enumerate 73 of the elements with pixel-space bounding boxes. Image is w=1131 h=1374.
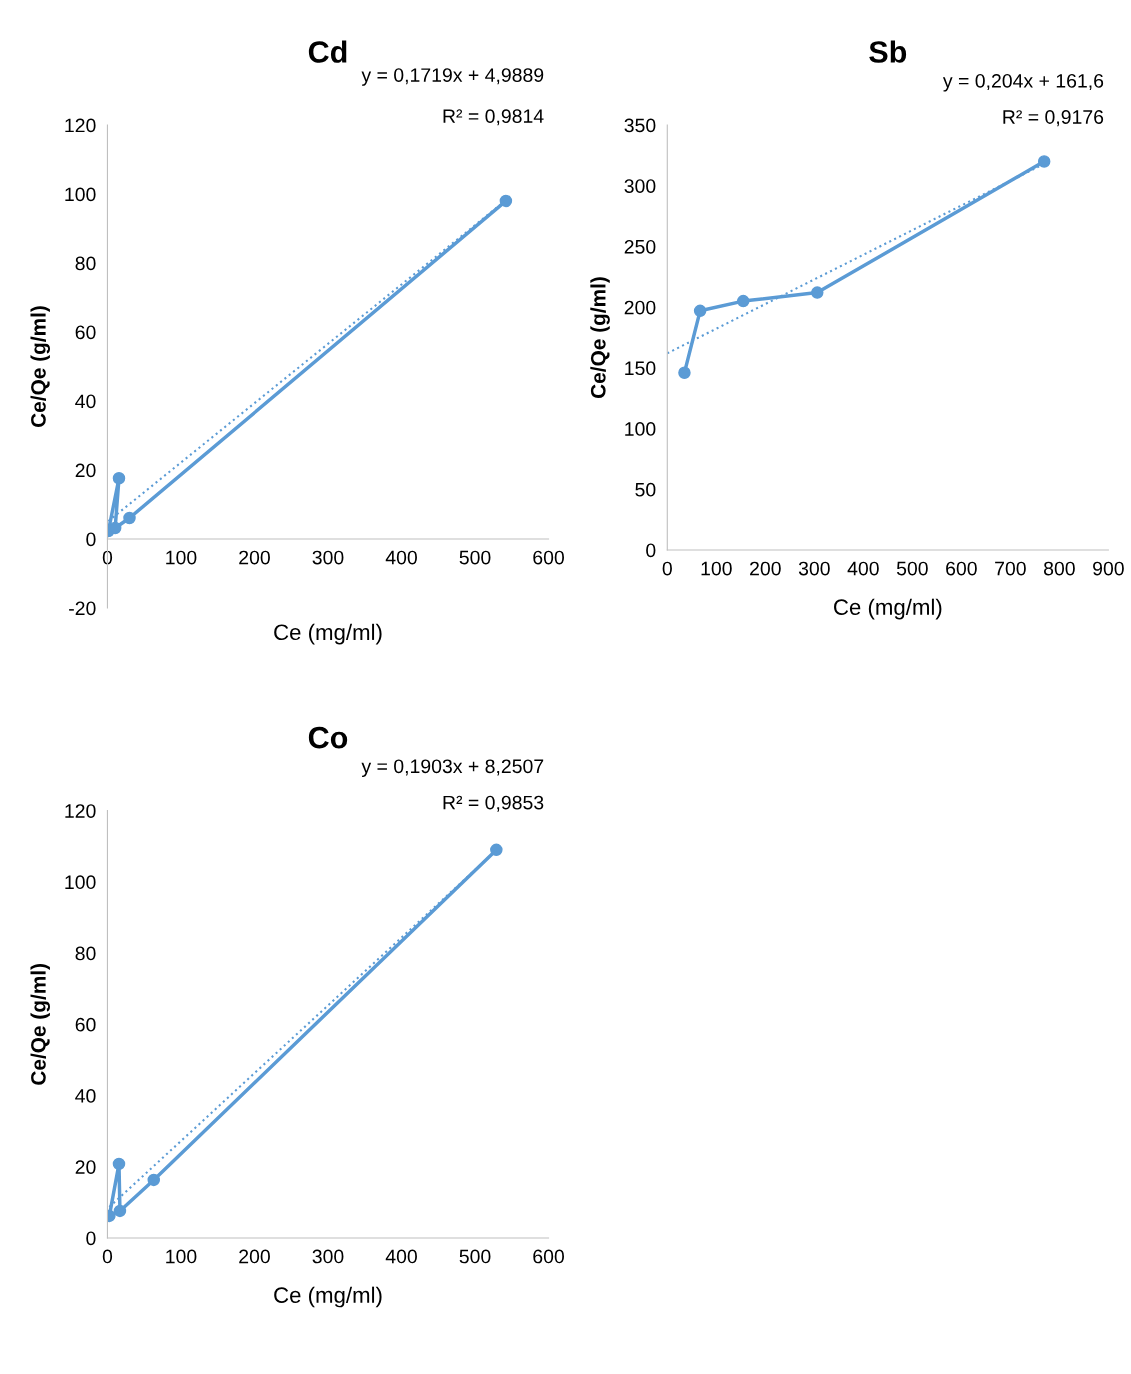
chart-title: Cd (308, 40, 347, 63)
x-tick-label: 300 (798, 561, 830, 576)
text: y = 0,204x + 161,6 (942, 73, 1104, 92)
x-tick-label: 200 (239, 1249, 270, 1264)
point (1037, 155, 1051, 168)
x-tick-label: 800 (1044, 561, 1075, 576)
y-tick-label: 40 (75, 1089, 96, 1103)
y-tick-label: 60 (75, 1017, 96, 1032)
point (811, 286, 824, 299)
y-tick-label: 100 (625, 422, 656, 436)
y-tick-label: 300 (624, 179, 656, 193)
x-tick-label: 200 (239, 550, 270, 565)
point (147, 1173, 161, 1187)
x-axis-title: Ce (mg/ml) (834, 598, 942, 620)
y-tick-label: 100 (65, 187, 96, 202)
point (123, 511, 136, 525)
y-tick-label: 250 (624, 239, 656, 254)
y-tick-label: 80 (75, 256, 96, 271)
x-tick-label: 400 (847, 561, 879, 576)
x-tick-label: 500 (459, 550, 491, 565)
x-tick-label: 0 (102, 550, 113, 565)
y-axis-title: Ce/Qe (g/ml) (30, 306, 51, 428)
x-tick-label: 400 (385, 1249, 417, 1264)
point (737, 294, 750, 308)
x-tick-label: 100 (166, 550, 197, 565)
annotation: R² = 0,9176 (1003, 110, 1104, 127)
y-tick-label: 200 (624, 300, 656, 315)
x-axis-title: Ce (mg/ml) (274, 623, 382, 645)
text: y = 0,1903x + 8,2507 (361, 759, 544, 777)
point (678, 366, 691, 379)
y-tick-label: 0 (86, 532, 96, 547)
y-tick-label: 0 (86, 1231, 96, 1246)
x-tick-label: 100 (701, 561, 732, 576)
point (112, 472, 126, 485)
y-tick-label: 150 (625, 361, 656, 376)
y-tick-label: 350 (624, 118, 656, 133)
point (490, 843, 503, 857)
x-tick-label: 300 (312, 1249, 344, 1264)
y-tick-label: 60 (75, 325, 96, 340)
y-tick-label: -20 (69, 601, 96, 616)
point (112, 1157, 126, 1171)
point (113, 1204, 127, 1218)
x-tick-label: 0 (662, 561, 672, 576)
x-tick-label: 600 (946, 561, 977, 576)
x-tick-label: 500 (459, 1249, 491, 1264)
y-tick-label: 100 (65, 875, 96, 890)
x-tick-label: 300 (312, 550, 344, 565)
x-tick-label: 100 (166, 1249, 197, 1264)
annotation: R² = 0,9853 (443, 795, 544, 812)
text: y = 0,1719x + 4,9889 (361, 68, 544, 86)
annotation: R² = 0,9814 (443, 109, 544, 126)
y-tick-label: 40 (75, 394, 96, 409)
y-axis-title: Ce/Qe (g/ml) (590, 277, 610, 399)
x-tick-label: 200 (750, 561, 781, 576)
x-tick-label: 600 (533, 550, 564, 565)
point (693, 304, 707, 318)
y-tick-label: 20 (75, 1160, 96, 1174)
y-tick-label: 120 (65, 118, 96, 133)
x-tick-label: 900 (1093, 561, 1124, 576)
x-tick-label: 600 (533, 1249, 564, 1264)
point (499, 194, 513, 208)
x-axis-title: Ce (mg/ml) (274, 1286, 382, 1308)
y-tick-label: 120 (65, 804, 96, 818)
x-tick-label: 500 (896, 561, 928, 576)
y-axis-title: Ce/Qe (g/ml) (30, 964, 51, 1085)
chart-title: Co (308, 726, 348, 749)
x-tick-label: 0 (102, 1249, 113, 1264)
y-tick-label: 20 (75, 463, 96, 478)
y-tick-label: 80 (75, 946, 96, 961)
x-tick-label: 400 (385, 550, 417, 565)
x-tick-label: 700 (995, 561, 1026, 576)
y-tick-label: 50 (635, 482, 656, 497)
chart-title: Sb (869, 40, 907, 63)
